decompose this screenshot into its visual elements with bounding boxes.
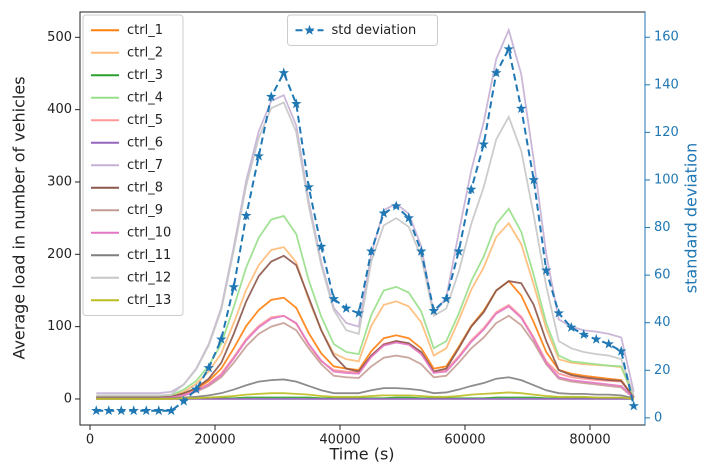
y2-tick-label: 140 xyxy=(654,77,679,92)
point-marker xyxy=(178,395,189,406)
y2-tick-label: 60 xyxy=(654,268,671,283)
y2-tick-label: 120 xyxy=(654,125,679,140)
legend-label: ctrl_5 xyxy=(127,113,163,128)
legend-label: ctrl_7 xyxy=(127,158,163,173)
x-tick-label: 80000 xyxy=(569,433,610,448)
y-axis-label: Average load in number of vehicles xyxy=(10,76,29,359)
y2-tick-label: 100 xyxy=(654,172,679,187)
y2-tick-label: 80 xyxy=(654,220,671,235)
y-tick-label: 200 xyxy=(47,247,72,262)
legend-box xyxy=(82,14,184,316)
legend-label: ctrl_9 xyxy=(127,203,163,218)
point-marker xyxy=(341,302,352,313)
point-marker xyxy=(628,400,639,411)
point-marker xyxy=(378,207,389,218)
point-marker xyxy=(328,293,339,304)
point-marker xyxy=(303,181,314,192)
point-marker xyxy=(116,405,127,416)
legend-label: ctrl_11 xyxy=(127,248,171,263)
point-marker xyxy=(278,67,289,78)
y2-tick-label: 40 xyxy=(654,315,671,330)
point-marker xyxy=(103,405,114,416)
point-marker xyxy=(478,138,489,149)
x-tick-label: 60000 xyxy=(444,433,485,448)
point-marker xyxy=(516,103,527,114)
point-marker xyxy=(553,307,564,318)
point-marker xyxy=(353,307,364,318)
point-marker xyxy=(578,329,589,340)
legend-label: ctrl_4 xyxy=(127,90,163,105)
legend-label: ctrl_2 xyxy=(127,45,163,60)
point-marker xyxy=(466,183,477,194)
point-marker xyxy=(528,174,539,185)
series-line xyxy=(96,46,635,412)
point-marker xyxy=(491,67,502,78)
point-marker xyxy=(191,383,202,394)
x-axis-label: Time (s) xyxy=(328,445,394,464)
point-marker xyxy=(616,345,627,356)
legend-marker xyxy=(304,24,315,35)
point-marker xyxy=(428,305,439,316)
y2-tick-label: 20 xyxy=(654,363,671,378)
point-marker xyxy=(153,405,164,416)
point-marker xyxy=(366,245,377,256)
legend-label: ctrl_3 xyxy=(127,68,163,83)
point-marker xyxy=(166,405,177,416)
y-tick-label: 400 xyxy=(47,102,72,117)
series-line xyxy=(96,254,635,399)
point-marker xyxy=(316,241,327,252)
point-marker xyxy=(228,281,239,292)
legend-box xyxy=(287,14,438,46)
legend: ctrl_1 ctrl_2 ctrl_3 ctrl_4 ctrl_5 ctrl_6ctrl… xyxy=(82,14,184,316)
point-marker xyxy=(216,333,227,344)
point-marker xyxy=(128,405,139,416)
series-line xyxy=(96,101,635,397)
x-tick-label: 40000 xyxy=(319,433,360,448)
point-marker xyxy=(541,264,552,275)
legend-label: ctrl_12 xyxy=(127,270,171,285)
point-marker xyxy=(603,338,614,349)
x-tick-label: 20000 xyxy=(194,433,235,448)
legend: std deviation xyxy=(287,14,438,46)
point-marker xyxy=(453,245,464,256)
point-marker xyxy=(403,212,414,223)
y-tick-label: 0 xyxy=(64,391,72,406)
point-marker xyxy=(241,210,252,221)
legend-label: ctrl_6 xyxy=(127,135,163,150)
series-line xyxy=(96,221,635,398)
point-marker xyxy=(91,405,102,416)
series-line xyxy=(96,207,635,398)
x-tick-label: 0 xyxy=(86,433,94,448)
legend-label: ctrl_8 xyxy=(127,180,163,195)
y-tick-label: 300 xyxy=(47,174,72,189)
point-marker xyxy=(566,321,577,332)
legend-label: ctrl_10 xyxy=(127,225,171,240)
point-marker xyxy=(291,98,302,109)
legend-label: ctrl_1 xyxy=(127,23,163,38)
point-marker xyxy=(391,200,402,211)
legend-label: std deviation xyxy=(332,23,417,38)
point-marker xyxy=(441,293,452,304)
point-marker xyxy=(141,405,152,416)
y2-tick-label: 0 xyxy=(654,410,662,425)
y-tick-label: 500 xyxy=(47,30,72,45)
series-line xyxy=(96,305,635,400)
y2-axis-label: standard deviation xyxy=(682,143,701,293)
point-marker xyxy=(416,245,427,256)
y-tick-label: 100 xyxy=(47,319,72,334)
point-marker xyxy=(266,91,277,102)
point-marker xyxy=(203,362,214,373)
point-marker xyxy=(253,150,264,161)
y2-tick-label: 160 xyxy=(654,30,679,45)
point-marker xyxy=(503,43,514,54)
legend-label: ctrl_13 xyxy=(127,293,171,308)
point-marker xyxy=(591,333,602,344)
